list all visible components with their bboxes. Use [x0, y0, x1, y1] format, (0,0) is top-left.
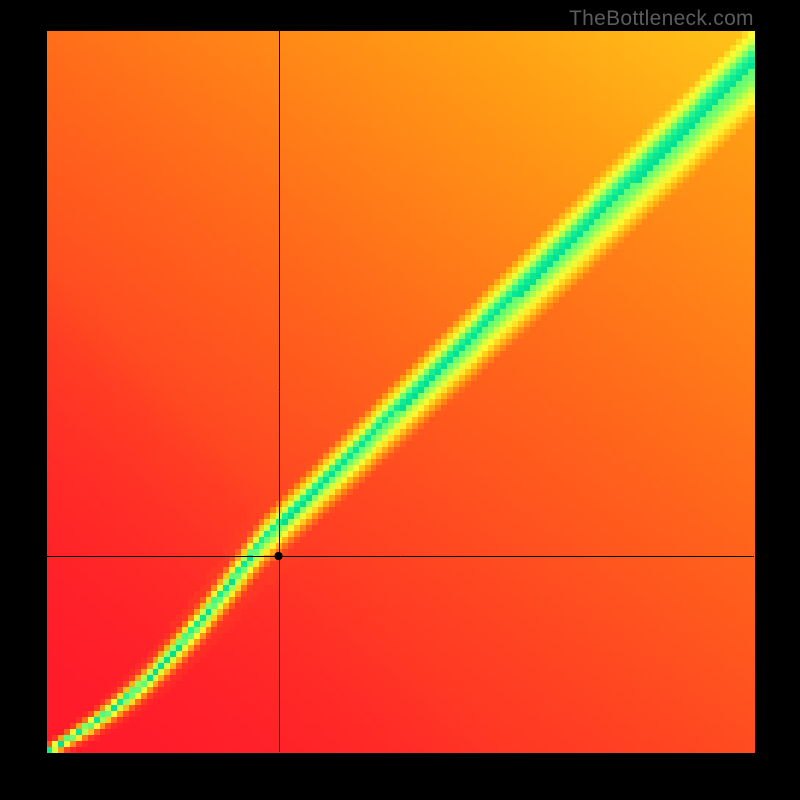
watermark-text: TheBottleneck.com: [569, 7, 754, 31]
chart-container: TheBottleneck.com: [0, 0, 800, 800]
bottleneck-heatmap: [0, 0, 800, 800]
